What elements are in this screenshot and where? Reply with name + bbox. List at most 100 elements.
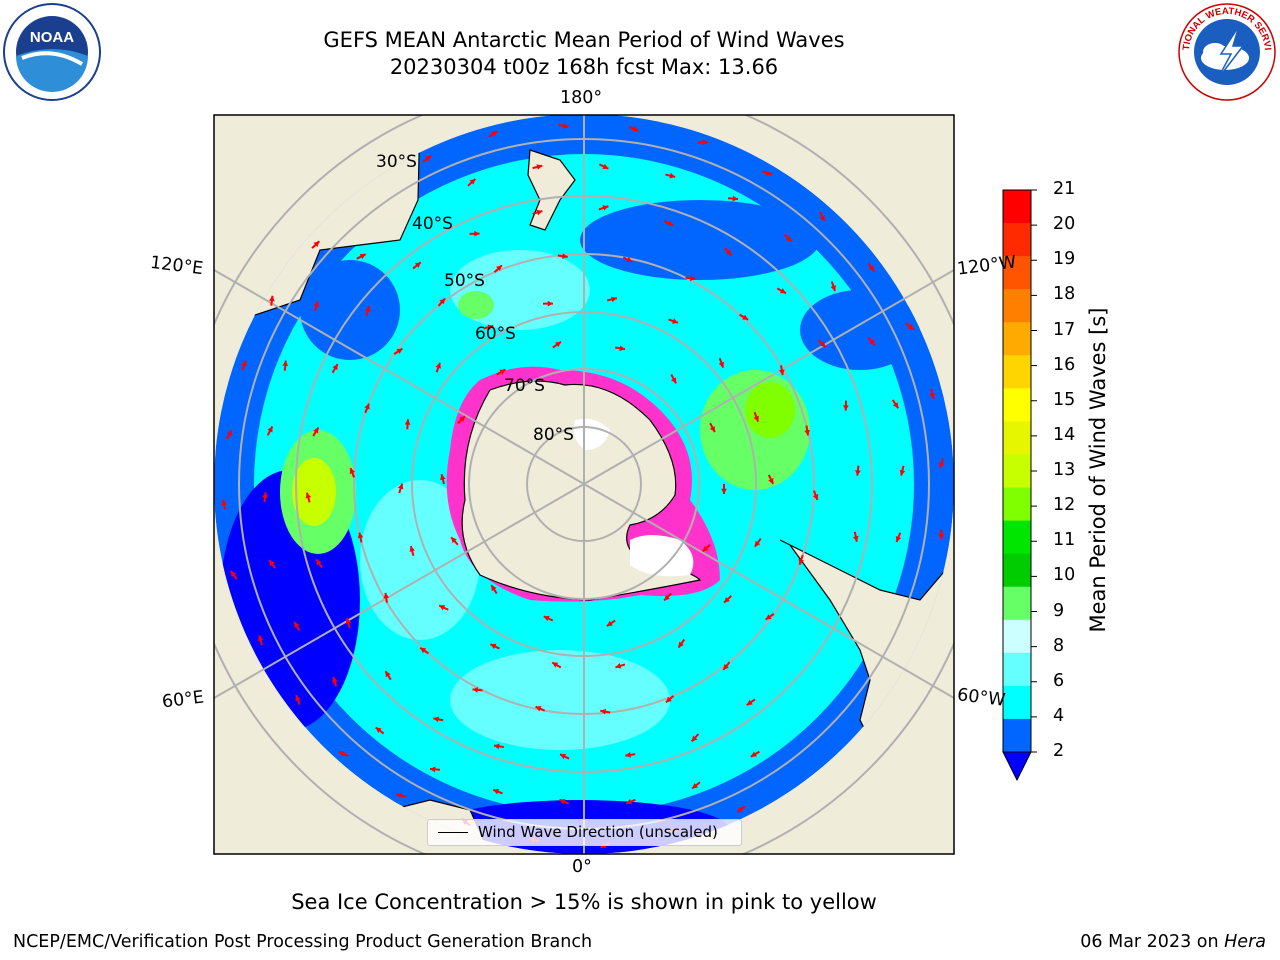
- wave-direction-arrowhead: [226, 430, 232, 437]
- wave-direction-arrowhead: [305, 492, 312, 499]
- wave-period-green-region: [458, 291, 494, 319]
- wave-direction-arrowhead: [804, 429, 811, 436]
- wave-direction-arrowhead: [469, 178, 476, 185]
- wave-direction-arrowhead: [819, 341, 826, 348]
- wave-direction-arrowhead: [313, 427, 319, 434]
- wave-direction-arrowhead: [332, 364, 338, 371]
- colorbar-tick-label: 10: [1053, 565, 1076, 586]
- wave-direction-arrowhead: [262, 492, 268, 498]
- wind-wave-arrows: [221, 123, 945, 849]
- colorbar-segment: [1003, 652, 1031, 687]
- colorbar-tick-label: 19: [1053, 249, 1076, 270]
- lat-label-80s: 80°S: [533, 425, 574, 445]
- lat-label-50s: 50°S: [444, 271, 485, 291]
- wave-direction-arrowhead: [313, 301, 320, 308]
- wave-direction-arrowhead: [602, 163, 609, 170]
- wave-direction-arrowhead: [491, 131, 498, 137]
- wave-direction-arrowhead: [626, 256, 633, 263]
- ocean-lightcyan-region: [450, 650, 670, 750]
- colorbar-segment: [1003, 718, 1031, 753]
- colorbar-segment: [1003, 454, 1031, 489]
- colorbar-tick-label: 14: [1053, 424, 1076, 445]
- wave-direction-arrowhead: [429, 766, 436, 773]
- wave-direction-arrowhead: [669, 172, 676, 179]
- wave-direction-arrowhead: [899, 469, 906, 476]
- wave-direction-arrowhead: [746, 699, 753, 706]
- wave-direction-arrowhead: [435, 362, 441, 369]
- wave-direction-arrowhead: [664, 594, 670, 601]
- colorbar-tick-label: 20: [1053, 214, 1076, 235]
- colorbar-tick-label: 15: [1053, 389, 1076, 410]
- lat-label-60s: 60°S: [475, 324, 516, 344]
- colorbar-segment: [1003, 487, 1031, 522]
- legend-label: Wind Wave Direction (unscaled): [478, 823, 718, 841]
- ocean-blue-region: [800, 290, 920, 370]
- wave-direction-arrowhead: [692, 782, 699, 789]
- wave-period-green-region: [745, 382, 795, 438]
- colorbar-label: Mean Period of Wind Waves [s]: [1086, 307, 1110, 633]
- colorbar-segment: [1003, 520, 1031, 555]
- wave-direction-arrowhead: [459, 416, 465, 422]
- wave-direction-arrowhead: [606, 620, 613, 627]
- wave-direction-arrowhead: [364, 403, 370, 410]
- wave-direction-arrowhead: [313, 241, 320, 247]
- colorbar-segment: [1003, 322, 1031, 356]
- wave-direction-arrowhead: [812, 494, 819, 500]
- wave-direction-arrowhead: [439, 298, 446, 305]
- wave-direction-arrowhead: [414, 262, 421, 268]
- wave-direction-arrowhead: [230, 571, 237, 577]
- sea-ice-caption: Sea Ice Concentration > 15% is shown in …: [291, 890, 877, 914]
- footer-date: 06 Mar 2023 on Hera: [1080, 932, 1266, 952]
- wave-direction-arrowhead: [938, 533, 945, 540]
- wave-direction-arrowhead: [689, 275, 696, 282]
- wave-direction-arrowhead: [732, 195, 739, 202]
- wave-direction-arrowhead: [536, 164, 543, 170]
- wave-direction-arrowhead: [725, 249, 732, 256]
- wave-direction-arrowhead: [433, 716, 440, 723]
- wave-direction-arrowhead: [332, 676, 338, 683]
- wave-direction-arrowhead: [295, 695, 301, 702]
- colorbar-segment: [1003, 289, 1031, 323]
- colorbar-tick-label: 2: [1053, 741, 1065, 761]
- colorbar-segment: [1003, 421, 1031, 455]
- wave-direction-arrowhead: [895, 536, 902, 542]
- nws-logo: NATIONAL WEATHER SERVICE: [1177, 2, 1276, 101]
- colorbar-segment: [1003, 586, 1031, 621]
- wave-direction-arrowhead: [753, 415, 759, 422]
- colorbar-segment: [1003, 685, 1031, 720]
- ocean-lightcyan-region: [360, 480, 480, 640]
- wave-direction-arrowhead: [702, 139, 708, 146]
- wave-direction-arrowhead: [535, 706, 542, 712]
- wave-direction-arrowhead: [892, 402, 899, 409]
- wave-direction-arrowhead: [440, 474, 446, 481]
- wave-direction-arrowhead: [625, 751, 631, 758]
- wave-direction-arrowhead: [724, 596, 730, 603]
- wave-direction-arrowhead: [855, 470, 861, 476]
- wave-direction-arrowhead: [404, 419, 411, 425]
- graticule: [214, 115, 954, 854]
- wave-direction-arrowhead: [499, 369, 506, 375]
- wave-direction-arrowhead: [490, 643, 497, 650]
- wave-direction-arrowhead: [559, 799, 566, 805]
- wave-direction-arrowhead: [750, 751, 757, 757]
- wave-direction-arrowhead: [269, 560, 275, 567]
- lon-label-180: 180°: [560, 88, 603, 108]
- colorbar-tick-label: 13: [1053, 460, 1076, 480]
- wave-direction-arrowhead: [383, 592, 390, 599]
- wave-direction-arrowhead: [294, 621, 300, 628]
- wave-direction-arrowhead: [359, 254, 366, 260]
- legend: Wind Wave Direction (unscaled): [427, 819, 742, 846]
- colorbar-tick-label: 8: [1053, 635, 1065, 656]
- colorbar: [1002, 189, 1037, 782]
- wave-direction-arrowhead: [678, 641, 684, 648]
- chart-title: GEFS MEAN Antarctic Mean Period of Wind …: [323, 28, 845, 52]
- wave-direction-arrowhead: [555, 341, 562, 348]
- wave-direction-arrowhead: [493, 743, 500, 750]
- wave-direction-arrowhead: [672, 318, 678, 324]
- wave-direction-arrowhead: [632, 125, 639, 132]
- wave-direction-arrowhead: [768, 477, 774, 484]
- colorbar-segment: [1003, 190, 1031, 224]
- wave-direction-arrowhead: [778, 369, 785, 376]
- colorbar-tick-label: 16: [1053, 354, 1076, 375]
- colorbar-tick-label: 6: [1053, 670, 1065, 691]
